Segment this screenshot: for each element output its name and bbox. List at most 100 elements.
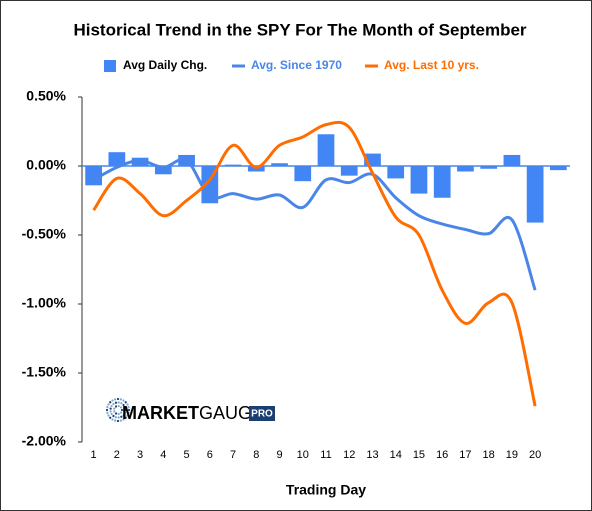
logo-dot: [122, 403, 125, 407]
bar: [503, 154, 521, 166]
logo-dot: [114, 412, 118, 415]
logo-dot: [126, 403, 129, 406]
bar: [154, 166, 172, 175]
y-tick-label: -1.50%: [22, 364, 67, 380]
y-tick-label: 0.50%: [26, 88, 66, 104]
logo-dot: [114, 419, 117, 422]
logo-dot: [107, 414, 110, 417]
legend-swatch: [104, 60, 116, 72]
bar: [433, 166, 451, 198]
x-tick-label: 13: [366, 449, 378, 461]
logo-dot: [119, 398, 122, 401]
x-tick-label: 9: [276, 449, 282, 461]
logo-bold: MARKET: [122, 403, 199, 423]
bar: [340, 166, 358, 176]
y-tick-label: -0.50%: [22, 226, 67, 242]
y-tick-label: -1.00%: [22, 295, 67, 311]
bar: [410, 166, 428, 194]
logo-badge-text: PRO: [251, 409, 273, 420]
logo-dot: [114, 405, 118, 408]
legend-label: Avg. Last 10 yrs.: [384, 58, 479, 72]
legend-label: Avg. Since 1970: [251, 58, 342, 72]
logo-normal: GAUGE: [199, 403, 264, 423]
logo-text: MARKETGAUGE: [122, 403, 264, 423]
x-tick-label: 11: [320, 449, 331, 461]
logo-dot: [106, 411, 109, 414]
logo-dot: [126, 414, 129, 417]
bar: [387, 166, 405, 179]
x-tick-label: 17: [459, 449, 471, 461]
bar: [271, 163, 288, 166]
x-tick-label: 6: [207, 449, 213, 461]
x-tick-label: 5: [184, 449, 190, 461]
x-tick-label: 14: [390, 449, 402, 461]
logo-dot: [114, 416, 118, 419]
logo-badge: [249, 406, 275, 421]
logo-dot: [106, 406, 109, 409]
legend-label: Avg Daily Chg.: [123, 58, 207, 72]
line: [92, 120, 537, 407]
logo-dot: [123, 406, 127, 409]
logo-dot: [105, 408, 109, 412]
logo-dot: [120, 408, 124, 412]
x-tick-label: 20: [529, 449, 541, 461]
logo-dot: [120, 402, 123, 405]
x-tick-label: 16: [436, 449, 448, 461]
x-tick-label: 3: [137, 449, 143, 461]
logo-dot: [127, 408, 131, 412]
x-tick-label: 7: [230, 449, 236, 461]
bar: [526, 166, 544, 223]
bar: [480, 166, 498, 169]
chart-title: Historical Trend in the SPY For The Mont…: [73, 20, 526, 39]
logo-dot: [111, 399, 114, 402]
logo-dot: [122, 418, 125, 421]
logo-dot: [117, 401, 120, 404]
logo-dot: [114, 401, 118, 404]
logo-dot: [116, 397, 120, 401]
logo-dot: [107, 403, 110, 406]
logo-dot: [120, 415, 123, 418]
bar: [457, 166, 474, 172]
logo-dot: [124, 401, 127, 404]
x-axis-label: Trading Day: [286, 482, 366, 498]
x-tick-label: 19: [506, 449, 518, 461]
logo-dot: [122, 413, 125, 417]
logo-dot: [110, 412, 113, 416]
line: [92, 157, 537, 291]
logo: MARKETGAUGE PRO: [105, 397, 275, 423]
logo-dot: [113, 410, 116, 413]
logo-dot: [124, 416, 127, 419]
x-tick-label: 8: [253, 449, 259, 461]
logo-dot: [119, 419, 122, 422]
logo-dot: [112, 402, 115, 406]
x-tick-label: 1: [91, 449, 97, 461]
bar: [85, 166, 102, 186]
logo-dot: [111, 418, 114, 421]
x-tick-label: 10: [297, 449, 309, 461]
bar: [108, 152, 126, 166]
logo-dot: [127, 406, 130, 409]
logo-dot: [117, 412, 120, 416]
bar: [294, 166, 312, 182]
bar: [550, 166, 567, 171]
x-tick-label: 2: [114, 449, 120, 461]
x-tick-label: 15: [413, 449, 425, 461]
logo-dot: [122, 399, 125, 402]
logo-dot: [127, 411, 130, 414]
logo-dot: [116, 419, 120, 423]
logo-dot: [110, 404, 113, 408]
y-tick-label: 0.00%: [26, 157, 66, 173]
logo-dot: [117, 416, 120, 419]
logo-dot: [119, 411, 123, 414]
x-tick-label: 18: [483, 449, 495, 461]
logo-dot: [114, 398, 117, 401]
logo-dot: [109, 407, 112, 410]
x-tick-label: 12: [343, 449, 355, 461]
logo-dot: [119, 406, 123, 409]
logo-dot: [117, 404, 120, 408]
logo-icon: [105, 397, 131, 423]
logo-dot: [109, 416, 112, 419]
logo-dot: [124, 408, 127, 412]
